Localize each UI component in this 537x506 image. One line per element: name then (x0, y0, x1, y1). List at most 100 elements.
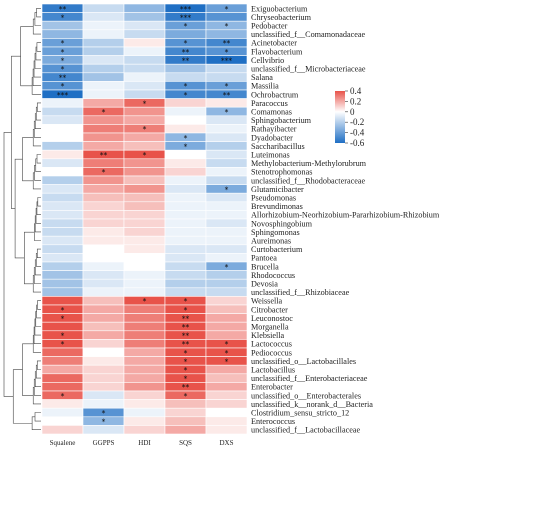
row-label-curtobacterium: Curtobacterium (251, 245, 303, 254)
heatmap-cell-rhodococcus-squalene (41, 270, 84, 280)
row-label-unclassified-o-lactobacillales: unclassified_o__Lactobacillales (251, 357, 356, 366)
row-label-leuconostoc: Leuconostoc (251, 314, 293, 323)
row-label-sphingomonas: Sphingomonas (251, 228, 300, 237)
heatmap-cell-unclassified-f-enterobacteriaceae-squalene (41, 373, 84, 383)
dendrogram-branch (37, 300, 41, 310)
heatmap-cell-saccharibacillus-ggpps (82, 141, 125, 151)
dendrogram-branch (36, 360, 41, 370)
heatmap-cell-rathayibacter-dxs (205, 124, 248, 134)
heatmap-cell-brucella-ggpps (82, 261, 125, 271)
heatmap-cell-unclassified-f-enterobacteriaceae-hdi (123, 373, 166, 383)
heatmap-cell-salana-dxs (205, 72, 248, 82)
significance-mark: * (61, 48, 65, 57)
heatmap-cell-unclassified-f-rhodobacteraceae-squalene (41, 175, 84, 185)
heatmap-cell-pedobacter-hdi (123, 20, 166, 31)
heatmap-cell-morganella-dxs (205, 321, 248, 332)
heatmap-cell-sphingobacterium-squalene (41, 115, 84, 125)
heatmap-cell-allorhizobium-neorhizobium-pararhizobium-rhizobium-sqs (164, 210, 207, 220)
significance-mark: * (225, 108, 229, 117)
significance-mark: *** (180, 5, 192, 14)
dendrogram-branch (24, 231, 35, 285)
heatmap-cell-allorhizobium-neorhizobium-pararhizobium-rhizobium-hdi (123, 210, 166, 220)
significance-mark: ** (182, 332, 190, 341)
heatmap-cell-curtobacterium-sqs (164, 244, 207, 254)
heatmap-cell-unclassified-k-norank-d-bacteria-squalene (41, 399, 84, 409)
heatmap-cell-unclassified-f-microbacteriaceae-hdi (123, 63, 166, 74)
heatmap-cell-citrobacter-hdi (123, 304, 166, 314)
heatmap-cell-chryseobacterium-hdi (123, 12, 166, 22)
heatmap-cell-pantoea-squalene (41, 253, 84, 263)
heatmap-cell-unclassified-f-rhizobiaceae-hdi (123, 287, 166, 297)
heatmap-cell-rathayibacter-sqs (164, 124, 207, 134)
heatmap-cell-enterococcus-sqs (164, 416, 207, 426)
heatmap-cell-methylobacterium-methylorubrum-squalene (41, 158, 84, 168)
heatmap-cell-stenotrophomonas-dxs (205, 167, 248, 177)
significance-mark: * (184, 39, 188, 48)
heatmap-cell-unclassified-f-rhizobiaceae-sqs (164, 287, 207, 297)
significance-mark: * (143, 125, 147, 134)
heatmap-cell-weissella-squalene (41, 296, 84, 306)
heatmap-cell-brevundimonas-dxs (205, 201, 248, 211)
significance-mark: * (184, 357, 188, 366)
heatmap-cell-sphingobacterium-hdi (123, 115, 166, 125)
heatmap-cell-citrobacter-dxs (205, 304, 248, 314)
significance-mark: ** (223, 39, 231, 48)
significance-mark: * (143, 99, 147, 108)
dendrogram-branch (33, 326, 41, 344)
heatmap-cell-unclassified-o-lactobacillales-hdi (123, 356, 166, 366)
heatmap-cell-klebsiella-dxs (205, 330, 248, 340)
heatmap-cell-unclassified-f-comamonadaceae-hdi (123, 29, 166, 39)
heatmap-cell-pantoea-sqs (164, 253, 207, 263)
dendrogram-branch (14, 158, 25, 259)
row-label-rhodococcus: Rhodococcus (251, 271, 295, 280)
heatmap-cell-curtobacterium-ggpps (82, 244, 125, 254)
heatmap-cell-sphingobacterium-dxs (205, 115, 248, 125)
heatmap-cell-weissella-dxs (205, 296, 248, 306)
dendrogram-branch (22, 137, 34, 182)
heatmap-cell-sphingomonas-dxs (205, 227, 248, 237)
heatmap-cell-dyadobacter-hdi (123, 132, 166, 142)
heatmap-cell-unclassified-f-lactobacillaceae-hdi (123, 425, 166, 435)
row-label-cellvibrio: Cellvibrio (251, 56, 284, 65)
heatmap-cell-lactococcus-hdi (123, 339, 166, 349)
heatmap-cell-saccharibacillus-dxs (205, 141, 248, 151)
significance-mark: * (61, 314, 65, 323)
heatmap-cell-pseudomonas-squalene (41, 192, 84, 203)
row-label-lactococcus: Lactococcus (251, 340, 292, 349)
significance-mark: * (225, 349, 229, 358)
heatmap-cell-unclassified-f-microbacteriaceae-sqs (164, 63, 207, 74)
dendrogram-branch (32, 18, 41, 35)
heatmap-cell-acinetobacter-ggpps (82, 38, 125, 48)
significance-mark: * (143, 151, 147, 160)
heatmap-cell-stenotrophomonas-hdi (123, 167, 166, 177)
heatmap-cell-glutamicibacter-sqs (164, 184, 207, 194)
row-label-unclassified-k-norank-d-bacteria: unclassified_k__norank_d__Bacteria (251, 400, 373, 409)
significance-mark: * (225, 82, 229, 91)
significance-mark: ** (182, 314, 190, 323)
row-label-lactobacillus: Lactobacillus (251, 366, 295, 375)
heatmap-cell-unclassified-f-microbacteriaceae-dxs (205, 63, 248, 74)
heatmap-cell-sphingomonas-squalene (41, 227, 84, 237)
heatmap-cell-clostridium-sensu-stricto-12-hdi (123, 407, 166, 418)
heatmap-cell-dyadobacter-dxs (205, 132, 248, 142)
dendrogram-branch (3, 132, 14, 397)
heatmap-cell-unclassified-k-norank-d-bacteria-dxs (205, 399, 248, 409)
row-label-brevundimonas: Brevundimonas (251, 202, 303, 211)
heatmap-cell-pantoea-dxs (205, 253, 248, 263)
heatmap-cell-leuconostoc-hdi (123, 313, 166, 323)
heatmap-cell-aureimonas-hdi (123, 235, 166, 246)
dendrogram-branch (36, 42, 41, 52)
heatmap-cell-lactobacillus-ggpps (82, 364, 125, 375)
heatmap-cell-morganella-squalene (41, 321, 84, 332)
heatmap-cell-unclassified-f-comamonadaceae-sqs (164, 29, 207, 39)
row-label-unclassified-o-enterobacterales: unclassified_o__Enterobacterales (251, 391, 361, 400)
row-label-unclassified-f-rhodobacteraceae: unclassified_f__Rhodobacteraceae (251, 176, 365, 185)
heatmap-cell-rathayibacter-squalene (41, 124, 84, 134)
heatmap-cell-aureimonas-squalene (41, 235, 84, 246)
heatmap-cell-stenotrophomonas-squalene (41, 167, 84, 177)
heatmap-cell-unclassified-k-norank-d-bacteria-sqs (164, 399, 207, 409)
significance-mark: ** (182, 323, 190, 332)
heatmap-cell-brucella-sqs (164, 261, 207, 271)
significance-mark: * (184, 91, 188, 100)
